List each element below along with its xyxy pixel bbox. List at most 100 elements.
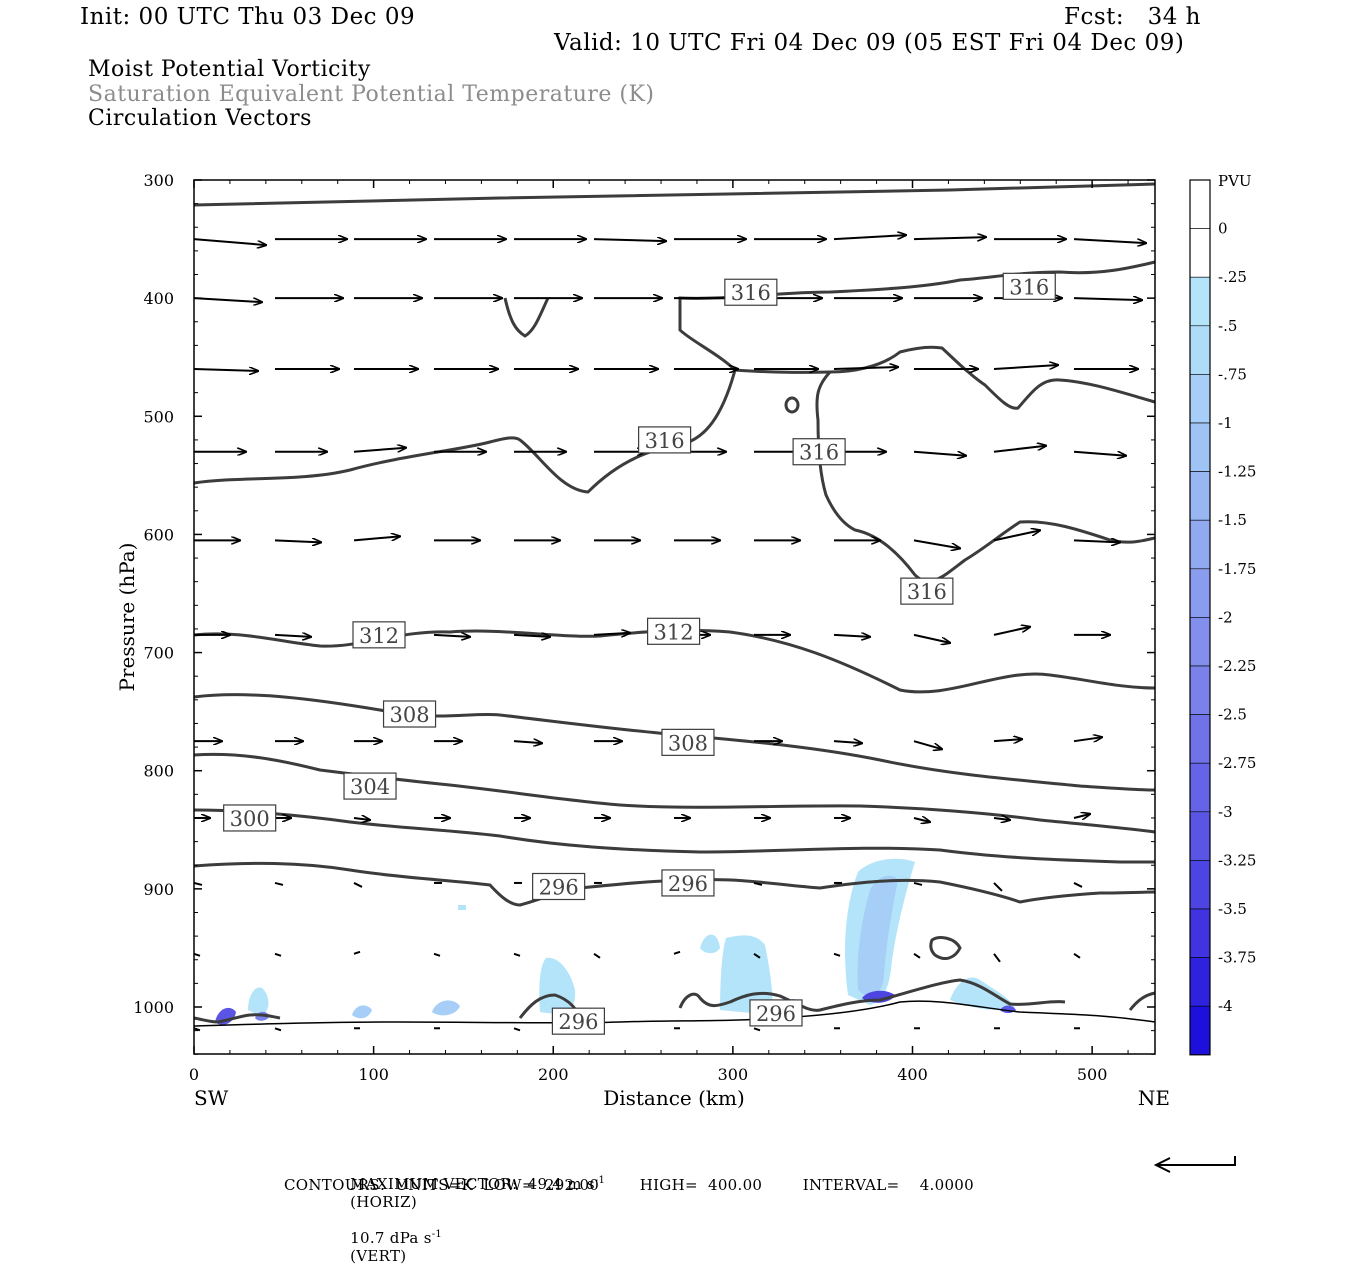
contour-label: 312 [352, 621, 406, 649]
circulation-vector [193, 1027, 201, 1032]
colorbar-label: -3 [1218, 803, 1233, 821]
svg-text:296: 296 [558, 1010, 598, 1034]
circulation-vector [753, 1027, 761, 1032]
contour-label: 312 [647, 617, 701, 645]
colorbar-swatch [1189, 471, 1211, 521]
colorbar-label: -2 [1218, 608, 1233, 626]
contour-label: 296 [532, 872, 586, 901]
contour-label: 308 [661, 728, 715, 756]
circulation-vector [673, 950, 681, 955]
contour-label: 316 [1002, 272, 1056, 300]
contour-labels: 316 316 316 316 316 312 312 308 308 304 300 296 296 2… [223, 272, 1056, 1035]
circulation-vectors [193, 235, 1146, 1032]
colorbar-label: -2.25 [1218, 657, 1256, 675]
colorbar-label: -1.75 [1218, 560, 1256, 578]
circulation-vector [274, 881, 284, 886]
y-tick-label: 600 [143, 525, 174, 544]
circulation-vector [833, 741, 862, 743]
circulation-vector [593, 239, 666, 241]
circulation-vector [513, 741, 542, 743]
contour-label: 296 [551, 1007, 606, 1035]
svg-text:312: 312 [359, 624, 399, 648]
circulation-vector [513, 635, 550, 637]
circulation-vector [1073, 540, 1120, 542]
reference-vector-arrow [1153, 1156, 1236, 1173]
circulation-vector [274, 952, 282, 957]
x-axis-end-left: SW [194, 1086, 229, 1110]
circulation-vector [1073, 882, 1083, 888]
circulation-vector [993, 530, 1040, 542]
svg-text:316: 316 [731, 281, 771, 305]
circulation-vector [193, 952, 201, 957]
colorbar-label: -.5 [1218, 317, 1237, 335]
plot-frame [193, 179, 1156, 1055]
circulation-vector [913, 450, 966, 456]
contour-label: 296 [749, 999, 803, 1027]
svg-text:296: 296 [668, 872, 708, 896]
circulation-vector [1073, 737, 1102, 741]
circulation-vector [193, 369, 258, 371]
circulation-vector [993, 882, 1003, 892]
colorbar-swatch [1189, 811, 1211, 861]
colorbar-swatch [1189, 665, 1211, 715]
circulation-vector [513, 1027, 521, 1032]
contour-label: 316 [724, 278, 778, 306]
x-tick-label: 300 [718, 1065, 749, 1084]
circulation-vector [353, 448, 406, 453]
contour-label: 316 [792, 438, 846, 466]
colorbar-label: -.75 [1218, 365, 1247, 383]
pvu-colorbar: 0 -.25 -.5 -.75 -1 -1.25 -1.5 -1.75 -2 -2.25 -2.5 -… [1189, 179, 1256, 1056]
circulation-vector [433, 952, 441, 957]
colorbar-swatch [1189, 228, 1211, 278]
contour-info: CONTOURS: UNITS=K LOW= 292.00 HIGH= 400.… [284, 1176, 974, 1194]
colorbar-swatch [1189, 519, 1211, 570]
terrain-line [193, 1000, 1156, 1027]
colorbar-label: -1.5 [1218, 511, 1247, 529]
colorbar-label: -1 [1218, 414, 1233, 432]
circulation-vector [913, 539, 960, 548]
colorbar-label: -3.75 [1218, 949, 1256, 967]
circulation-vector [193, 881, 203, 886]
circulation-vector [753, 881, 763, 886]
max-vector-info: MAXIMUM VECTOR: 49.4 m s-1 (HORIZ) 10.7 … [350, 1175, 606, 1265]
circulation-vector [913, 740, 942, 749]
circulation-vector [274, 1027, 282, 1032]
y-tick-label: 400 [143, 289, 174, 308]
y-axis-label: Pressure (hPa) [115, 543, 139, 692]
circulation-vector [193, 238, 266, 245]
colorbar-swatch [1189, 617, 1211, 667]
y-tick-label: 300 [143, 171, 174, 190]
x-axis: 0 100 200 300 400 500 [189, 180, 1129, 1084]
circulation-vector [753, 953, 761, 959]
colorbar-swatch [1189, 276, 1211, 327]
circulation-vector [993, 446, 1046, 453]
colorbar-label: -1.25 [1218, 463, 1256, 481]
circulation-vector [913, 633, 950, 643]
circulation-vector [833, 367, 898, 369]
circulation-vector [833, 952, 841, 957]
circulation-vector [1073, 238, 1146, 243]
circulation-vector [353, 536, 400, 542]
colorbar-label: -.25 [1218, 268, 1247, 286]
circulation-vector [993, 818, 1010, 820]
circulation-vector [353, 950, 361, 955]
colorbar-swatch [1189, 179, 1211, 229]
circulation-vector [593, 953, 601, 959]
x-tick-label: 400 [897, 1065, 928, 1084]
colorbar-label: -4 [1218, 997, 1233, 1015]
svg-text:316: 316 [1009, 275, 1049, 299]
circulation-vector [513, 952, 521, 957]
colorbar-swatch [1189, 374, 1211, 424]
contour-label: 300 [223, 804, 277, 832]
colorbar-swatch [1189, 1005, 1211, 1056]
svg-text:308: 308 [668, 731, 708, 755]
colorbar-swatch [1189, 908, 1211, 958]
svg-text:316: 316 [907, 580, 947, 604]
x-axis-label: Distance (km) [603, 1086, 745, 1110]
forecast-hour: Fcst: 34 h [1064, 4, 1201, 30]
circulation-vector [913, 881, 923, 886]
circulation-vector [353, 882, 363, 888]
colorbar-label: -2.75 [1218, 754, 1256, 772]
circulation-vector [913, 818, 930, 822]
colorbar-label: -3.25 [1218, 851, 1256, 869]
